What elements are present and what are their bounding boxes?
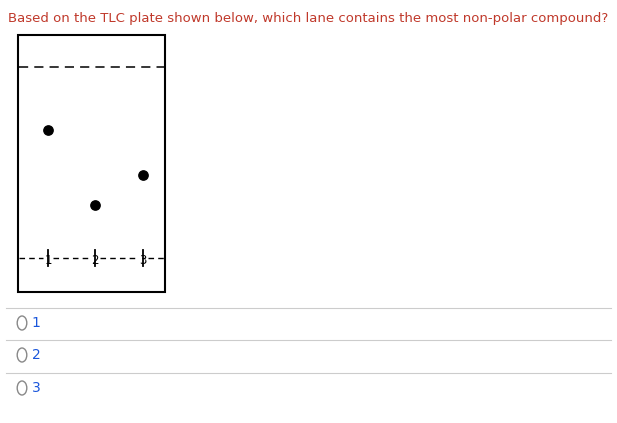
Text: 3: 3: [139, 254, 147, 267]
Text: 3: 3: [31, 381, 41, 395]
Ellipse shape: [17, 381, 27, 395]
Ellipse shape: [17, 316, 27, 330]
Point: [138, 172, 148, 179]
Text: 1: 1: [44, 254, 52, 267]
Text: 2: 2: [91, 254, 99, 267]
Text: 1: 1: [31, 316, 41, 330]
Point: [90, 202, 100, 209]
Text: 2: 2: [31, 348, 41, 362]
Point: [43, 126, 53, 133]
Text: Based on the TLC plate shown below, which lane contains the most non-polar compo: Based on the TLC plate shown below, whic…: [9, 12, 608, 25]
Bar: [18, 35, 165, 292]
Ellipse shape: [17, 348, 27, 362]
